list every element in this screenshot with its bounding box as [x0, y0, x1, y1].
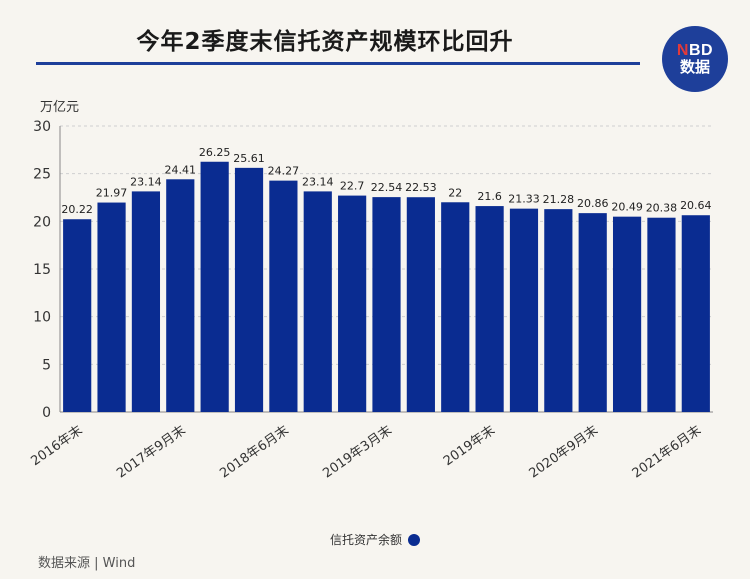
- bar: [509, 208, 539, 412]
- data-label: 20.86: [577, 197, 609, 210]
- y-tick-label: 10: [33, 310, 51, 326]
- y-tick-labels: 0 5 10 15 20 25 30: [33, 119, 51, 421]
- x-tick-label: 2016年末: [28, 423, 85, 469]
- chart-title: 今年2季度末信托资产规模环比回升: [136, 29, 514, 55]
- x-tick-label: 2020年9月末: [527, 423, 601, 481]
- bar: [131, 191, 161, 412]
- data-label: 23.14: [302, 175, 334, 188]
- bar: [338, 195, 367, 412]
- bar: [269, 180, 298, 412]
- bar: [303, 191, 332, 412]
- bar: [647, 217, 676, 412]
- y-tick-label: 5: [42, 357, 51, 373]
- x-tick-label: 2021年6月末: [630, 423, 704, 481]
- x-tick-label: 2019年末: [441, 423, 498, 469]
- bars: [63, 161, 710, 412]
- logo-rest: BD: [688, 41, 714, 59]
- data-label: 22.54: [371, 181, 403, 194]
- bar: [544, 209, 573, 412]
- legend-swatch: [408, 533, 420, 546]
- bar: [97, 202, 126, 412]
- data-label: 20.22: [61, 203, 93, 216]
- y-tick-label: 30: [33, 119, 51, 135]
- x-tick-label: 2019年3月末: [320, 423, 394, 481]
- data-label: 20.38: [646, 202, 678, 215]
- data-label: 25.61: [233, 152, 265, 165]
- data-label: 24.41: [165, 163, 197, 176]
- bar: [612, 216, 642, 412]
- x-tick-labels: 2016年末 2017年9月末 2018年6月末 2019年3月末 2019年末 2020…: [28, 423, 704, 481]
- bar: [406, 197, 435, 412]
- logo-line-1: NBD: [676, 41, 714, 60]
- y-tick-label: 15: [33, 262, 51, 278]
- bar: [578, 213, 607, 412]
- bar: [200, 161, 229, 412]
- bar: [63, 219, 92, 412]
- data-label: 26.25: [199, 146, 231, 159]
- y-axis-unit-label: 万亿元: [40, 100, 80, 115]
- y-tick-label: 20: [33, 214, 51, 230]
- y-tick-label: 25: [33, 167, 51, 183]
- bar: [372, 197, 401, 412]
- y-tick-label: 0: [42, 405, 51, 421]
- bar: [441, 202, 470, 412]
- nbd-logo: NBD 数据: [662, 26, 728, 92]
- data-label: 24.27: [268, 165, 300, 178]
- bar: [681, 215, 710, 412]
- legend-label: 信托资产余额: [329, 533, 402, 547]
- data-source: 数据来源 | Wind: [38, 556, 136, 571]
- legend: 信托资产余额: [0, 531, 750, 548]
- logo-line-2: 数据: [679, 58, 710, 76]
- bar: [234, 167, 264, 412]
- data-label: 22.53: [405, 181, 437, 194]
- x-tick-label: 2018年6月末: [217, 423, 291, 481]
- data-label: 21.6: [477, 190, 502, 203]
- data-label: 21.28: [543, 193, 575, 206]
- logo-accent: N: [676, 41, 689, 59]
- data-label: 21.97: [96, 187, 128, 200]
- data-label: 23.14: [130, 175, 162, 188]
- title-underline: [36, 62, 640, 65]
- data-label: 22: [448, 186, 462, 199]
- data-label: 20.49: [611, 201, 643, 214]
- data-label: 20.64: [680, 199, 712, 212]
- data-label: 22.7: [340, 180, 365, 193]
- x-tick-label: 2017年9月末: [114, 423, 188, 481]
- bar: [475, 206, 504, 412]
- data-label: 21.33: [508, 193, 540, 206]
- bar: [166, 179, 195, 412]
